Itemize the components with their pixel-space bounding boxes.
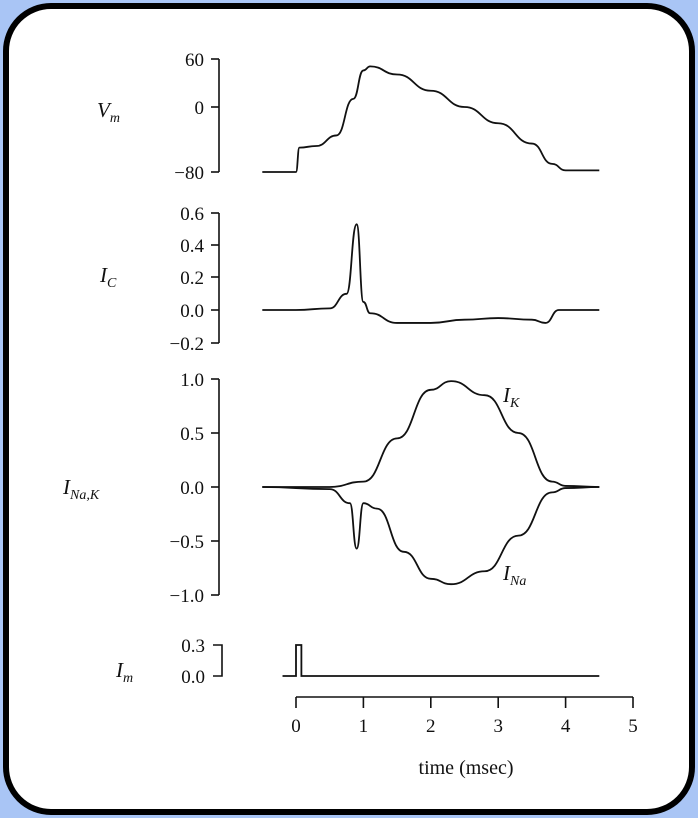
im-curve	[282, 644, 600, 677]
y-tick-label: 0.0	[180, 478, 204, 499]
ik-curve-label: IK	[502, 383, 520, 411]
x-tick-label: 3	[493, 716, 503, 737]
inak-label: INa,K	[62, 475, 100, 503]
x-axis-label: time (msec)	[419, 757, 514, 779]
y-tick-label: 0.5	[180, 424, 204, 445]
x-tick-label: 0	[291, 716, 301, 737]
y-tick-label: 0	[195, 98, 205, 119]
y-tick-label: 0.4	[180, 236, 204, 257]
y-tick-label: −0.2	[170, 334, 204, 355]
vm-curve	[262, 65, 600, 173]
y-tick-label: 1.0	[180, 370, 204, 391]
y-tick-label: 60	[185, 50, 204, 71]
y-tick-label: 0.6	[180, 204, 204, 225]
y-tick-label: 0.0	[180, 301, 204, 322]
y-tick-label: 0.2	[180, 268, 204, 289]
ina-curve	[262, 486, 600, 586]
vm-y-axis: 60 0 −80	[174, 50, 220, 184]
y-tick-label: −80	[174, 163, 204, 184]
x-tick-label: 4	[561, 716, 571, 737]
x-tick-label: 2	[426, 716, 436, 737]
ic-label: IC	[99, 263, 117, 291]
im-y-axis: 0.30.0	[181, 636, 223, 688]
x-axis: 0 1 2 3 4 5 time (msec)	[291, 696, 638, 779]
inak-y-axis: 1.0 0.5 0.0 −0.5 −1.0	[170, 370, 220, 607]
vm-label: Vm	[97, 98, 120, 126]
ik-curve	[262, 380, 600, 488]
x-tick-label: 1	[359, 716, 369, 737]
x-tick-label: 5	[628, 716, 638, 737]
ic-y-axis: 0.6 0.4 0.2 0.0 −0.2	[170, 204, 220, 355]
im-label: Im	[115, 658, 133, 686]
y-tick-label: −1.0	[170, 586, 204, 607]
y-tick-label: −0.5	[170, 532, 204, 553]
ic-curve	[262, 223, 600, 324]
ina-curve-label: INa	[502, 561, 526, 589]
y-tick-label: 0.3	[181, 636, 205, 657]
figure-panel	[3, 3, 695, 815]
y-tick-label: 0.0	[181, 667, 205, 688]
